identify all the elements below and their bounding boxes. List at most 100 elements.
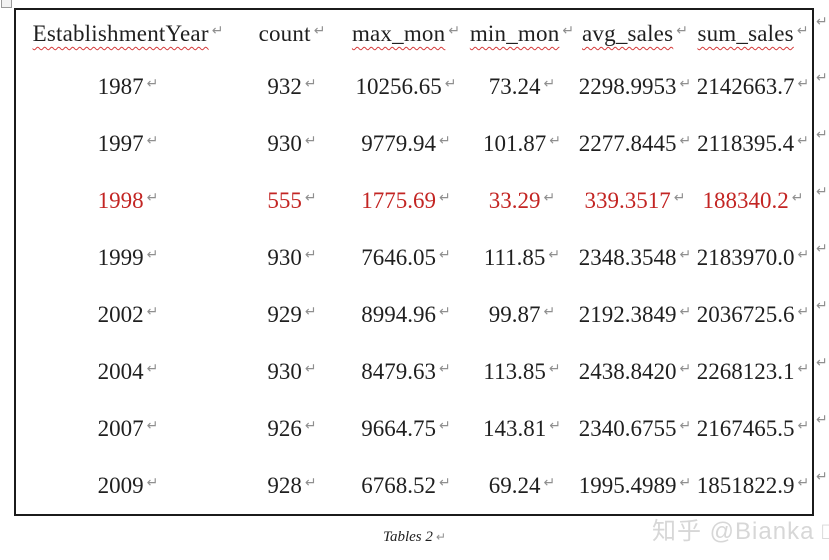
end-of-cell-mark-icon: ↵ — [797, 417, 810, 434]
zhihu-watermark: 知乎 @Bianka □ — [652, 518, 829, 545]
end-of-cell-mark-icon: ↵ — [146, 360, 159, 377]
table-cell[interactable]: 2348.3548 ↵ — [576, 229, 694, 286]
table-cell[interactable]: 2167465.5 ↵ — [694, 400, 812, 457]
table-cell[interactable]: 2004 ↵ — [16, 343, 240, 400]
table-cell[interactable]: 929 ↵ — [240, 286, 344, 343]
cell-text: 555 — [267, 187, 302, 213]
table-cell[interactable]: 932 ↵ — [240, 58, 344, 115]
table-cell[interactable]: 1999 ↵ — [16, 229, 240, 286]
cell-text: 2002 — [97, 301, 144, 327]
table-row: 2004 ↵ 930 ↵ 8479.63 ↵ 113.85 ↵ 2438.8420 ↵ 226812… — [16, 343, 812, 400]
cell-text: 2007 — [97, 415, 144, 441]
table-cell[interactable]: 555 ↵ — [240, 172, 344, 229]
table-cell[interactable]: 2192.3849 ↵ — [576, 286, 694, 343]
end-of-cell-mark-icon: ↵ — [543, 303, 556, 320]
end-of-cell-mark-icon: ↵ — [439, 417, 451, 434]
cell-text: 33.29 — [488, 187, 541, 213]
end-of-cell-mark-icon: ↵ — [797, 360, 810, 377]
cell-text: EstablishmentYear — [32, 21, 209, 46]
cell-text: 2348.3548 — [578, 244, 677, 270]
table-cell[interactable]: 69.24 ↵ — [468, 457, 576, 514]
table-cell[interactable]: 9779.94 ↵ — [344, 115, 468, 172]
end-of-cell-mark-icon: ↵ — [439, 360, 451, 377]
cell-text: 188340.2 — [702, 187, 789, 213]
end-of-cell-mark-icon: ↵ — [797, 246, 810, 263]
cell-text: 2004 — [97, 358, 144, 384]
table-cell[interactable]: 928 ↵ — [240, 457, 344, 514]
table-cell[interactable]: 7646.05 ↵ — [344, 229, 468, 286]
end-of-cell-mark-icon: ↵ — [439, 474, 451, 491]
cell-text: 1998 — [97, 187, 144, 213]
table-cell[interactable]: 2007 ↵ — [16, 400, 240, 457]
end-of-cell-mark-icon: ↵ — [313, 23, 326, 39]
end-of-cell-mark-icon: ↵ — [797, 303, 810, 320]
end-of-row-mark-icon: ↵ — [816, 70, 828, 86]
end-of-cell-mark-icon: ↵ — [146, 75, 159, 92]
table-cell[interactable]: 101.87 ↵ — [468, 115, 576, 172]
table-cell[interactable]: 8479.63 ↵ — [344, 343, 468, 400]
table-cell[interactable]: 2268123.1 ↵ — [694, 343, 812, 400]
header-cell[interactable]: max_mon ↵ — [344, 10, 468, 58]
table-cell[interactable]: 2298.9953 ↵ — [576, 58, 694, 115]
table-cell[interactable]: 9664.75 ↵ — [344, 400, 468, 457]
table-caption[interactable]: Tables 2 ↵ — [0, 528, 829, 546]
table-cell[interactable]: 2002 ↵ — [16, 286, 240, 343]
table-cell[interactable]: 926 ↵ — [240, 400, 344, 457]
table-cell[interactable]: 2340.6755 ↵ — [576, 400, 694, 457]
table-cell[interactable]: 2142663.7 ↵ — [694, 58, 812, 115]
cell-text: 2268123.1 — [696, 358, 795, 384]
table-cell[interactable]: 113.85 ↵ — [468, 343, 576, 400]
table-cell[interactable]: 1987 ↵ — [16, 58, 240, 115]
table-cell[interactable]: 1995.4989 ↵ — [576, 457, 694, 514]
cell-text: 113.85 — [483, 358, 546, 384]
table-cell[interactable]: 2118395.4 ↵ — [694, 115, 812, 172]
header-cell[interactable]: count ↵ — [240, 10, 344, 58]
end-of-row-mark-icon: ↵ — [816, 14, 828, 30]
table-row: 2002 ↵ 929 ↵ 8994.96 ↵ 99.87 ↵ 2192.3849 ↵ 2036725… — [16, 286, 812, 343]
table-move-handle-icon[interactable] — [1, 0, 12, 8]
cell-text: 9664.75 — [361, 415, 436, 441]
cell-text: 8994.96 — [361, 301, 436, 327]
end-of-cell-mark-icon: ↵ — [146, 417, 159, 434]
table-cell[interactable]: 2438.8420 ↵ — [576, 343, 694, 400]
table-cell[interactable]: 1997 ↵ — [16, 115, 240, 172]
header-cell[interactable]: min_mon ↵ — [468, 10, 576, 58]
end-of-cell-mark-icon: ↵ — [548, 360, 561, 377]
end-of-cell-mark-icon: ↵ — [679, 303, 692, 320]
table-cell[interactable]: 339.3517 ↵ — [576, 172, 694, 229]
table-cell[interactable]: 99.87 ↵ — [468, 286, 576, 343]
table-cell[interactable]: 33.29 ↵ — [468, 172, 576, 229]
table-cell[interactable]: 188340.2 ↵ — [694, 172, 812, 229]
table-cell[interactable]: 1851822.9 ↵ — [694, 457, 812, 514]
end-of-cell-mark-icon: ↵ — [796, 23, 809, 39]
header-cell[interactable]: EstablishmentYear ↵ — [16, 10, 240, 58]
table-cell[interactable]: 6768.52 ↵ — [344, 457, 468, 514]
table-cell[interactable]: 73.24 ↵ — [468, 58, 576, 115]
table-cell[interactable]: 1775.69 ↵ — [344, 172, 468, 229]
cell-text: 2277.8445 — [578, 130, 677, 156]
table-cell[interactable]: 2036725.6 ↵ — [694, 286, 812, 343]
table-cell[interactable]: 1998 ↵ — [16, 172, 240, 229]
end-of-cell-mark-icon: ↵ — [797, 75, 810, 92]
header-cell[interactable]: avg_sales ↵ — [576, 10, 694, 58]
end-of-cell-mark-icon: ↵ — [543, 75, 556, 92]
table-cell[interactable]: 2009 ↵ — [16, 457, 240, 514]
table-cell[interactable]: 10256.65 ↵ — [344, 58, 468, 115]
table-cell[interactable]: 930 ↵ — [240, 229, 344, 286]
cell-text: 932 — [267, 73, 302, 99]
table-cell[interactable]: 8994.96 ↵ — [344, 286, 468, 343]
end-of-cell-mark-icon: ↵ — [304, 132, 317, 149]
cell-text: 1999 — [97, 244, 144, 270]
cell-text: 2438.8420 — [578, 358, 677, 384]
table-cell[interactable]: 143.81 ↵ — [468, 400, 576, 457]
cell-text: 101.87 — [483, 130, 547, 156]
table-cell[interactable]: 111.85 ↵ — [468, 229, 576, 286]
table-cell[interactable]: 930 ↵ — [240, 343, 344, 400]
table-cell[interactable]: 930 ↵ — [240, 115, 344, 172]
table-cell[interactable]: 2277.8445 ↵ — [576, 115, 694, 172]
end-of-row-mark-icon: ↵ — [816, 355, 828, 371]
table-cell[interactable]: 2183970.0 ↵ — [694, 229, 812, 286]
table-row: 2009 ↵ 928 ↵ 6768.52 ↵ 69.24 ↵ 1995.4989 ↵ 1851822… — [16, 457, 812, 514]
header-cell[interactable]: sum_sales ↵ — [694, 10, 812, 58]
cell-text: 339.3517 — [584, 187, 671, 213]
